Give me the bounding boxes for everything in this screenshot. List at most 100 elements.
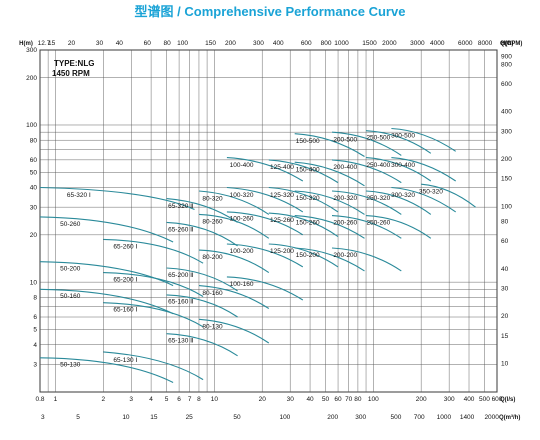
head-curve bbox=[226, 276, 304, 301]
bottom2-tick-label: 25 bbox=[186, 414, 194, 421]
head-curve bbox=[421, 183, 476, 208]
bottom-tick-label: 2 bbox=[101, 396, 105, 403]
curve-label: 65-260 Ⅱ bbox=[168, 226, 193, 233]
head-curve bbox=[331, 131, 402, 156]
curve-label: 50-130 bbox=[60, 362, 81, 369]
right-tick-label: 600 bbox=[501, 81, 512, 88]
bottom-tick-label: 40 bbox=[306, 396, 314, 403]
curve-250-500: 250-500 bbox=[365, 130, 432, 154]
curve-label: 150-400 bbox=[296, 166, 320, 173]
head-curve bbox=[331, 247, 402, 272]
left-tick-label: 8 bbox=[33, 295, 37, 302]
bottom2-tick-label: 200 bbox=[327, 414, 338, 421]
curve-200-260: 200-260 bbox=[331, 215, 402, 239]
curve-125-260: 125-260 bbox=[268, 212, 339, 238]
curve-250-320: 250-320 bbox=[365, 190, 432, 215]
bottom2-tick-label: 5 bbox=[76, 414, 80, 421]
left-tick-label: 5 bbox=[33, 327, 37, 334]
bottom-tick-label: 6 bbox=[177, 396, 181, 403]
head-curve bbox=[103, 238, 204, 264]
curve-65-200-: 65-200 Ⅰ bbox=[103, 272, 204, 297]
curve-label: 65-130 Ⅱ bbox=[168, 338, 193, 345]
curve-100-400: 100-400 bbox=[226, 157, 304, 182]
curve-label: 300-400 bbox=[391, 162, 415, 169]
head-curve bbox=[166, 333, 238, 357]
right-tick-label: 20 bbox=[501, 313, 509, 320]
curve-65-130-: 65-130 Ⅱ bbox=[166, 333, 238, 357]
head-curve bbox=[39, 216, 174, 243]
left-tick-label: 10 bbox=[30, 279, 38, 286]
left-tick-label: 80 bbox=[30, 137, 38, 144]
head-curve bbox=[268, 159, 339, 184]
right-tick-label: 30 bbox=[501, 285, 509, 292]
bottom2-axis-unit: Q(m³/h) bbox=[499, 414, 520, 421]
curve-125-200: 125-200 bbox=[268, 243, 339, 268]
top-tick-label: 60 bbox=[144, 40, 152, 47]
curve-label: 65-320 Ⅱ bbox=[168, 203, 193, 210]
curve-300-500: 300-500 bbox=[391, 127, 457, 152]
head-curve bbox=[331, 215, 402, 239]
top-tick-label: 600 bbox=[301, 40, 312, 47]
curve-label: 200-200 bbox=[333, 252, 357, 259]
curve-label: 150-200 bbox=[296, 252, 320, 259]
curve-100-160: 100-160 bbox=[226, 276, 304, 301]
bottom-tick-label: 5 bbox=[165, 396, 169, 403]
head-curve bbox=[294, 190, 365, 215]
top-tick-label: 40 bbox=[116, 40, 124, 47]
top-tick-label: 100 bbox=[177, 40, 188, 47]
bottom2-tick-label: 1400 bbox=[460, 414, 475, 421]
bottom-tick-label: 20 bbox=[259, 396, 267, 403]
curve-label: 150-260 bbox=[296, 220, 320, 227]
curve-label: 65-160 Ⅰ bbox=[113, 307, 137, 314]
head-curve bbox=[198, 190, 270, 215]
curve-label: 350-320 bbox=[419, 188, 443, 195]
right-tick-label: 150 bbox=[501, 176, 512, 183]
curve-label: 80-130 bbox=[202, 324, 223, 331]
bottom-tick-label: 100 bbox=[368, 396, 379, 403]
curve-350-320: 350-320 bbox=[419, 183, 476, 208]
bottom-tick-label: 300 bbox=[444, 396, 455, 403]
curve-50-160: 50-160 bbox=[39, 288, 174, 315]
curve-200-200: 200-200 bbox=[331, 247, 402, 272]
curve-100-200: 100-200 bbox=[226, 243, 304, 268]
bottom-tick-label: 600 bbox=[492, 396, 503, 403]
head-curve bbox=[294, 133, 365, 157]
curve-label: 250-500 bbox=[366, 135, 390, 142]
top-tick-label: 150 bbox=[205, 40, 216, 47]
curve-65-320-: 65-320 Ⅱ bbox=[166, 198, 238, 223]
head-curve bbox=[331, 190, 402, 215]
curve-65-260-: 65-260 Ⅰ bbox=[103, 238, 204, 264]
head-curve bbox=[39, 186, 195, 211]
right-tick-label: 10 bbox=[501, 360, 509, 367]
curve-50-130: 50-130 bbox=[39, 357, 174, 383]
curve-150-400: 150-400 bbox=[294, 161, 365, 187]
bottom-tick-label: 50 bbox=[322, 396, 330, 403]
curve-label: 100-320 bbox=[230, 192, 254, 199]
curve-label: 50-160 bbox=[60, 293, 81, 300]
curve-80-130: 80-130 bbox=[198, 318, 270, 344]
bottom-tick-label: 400 bbox=[464, 396, 475, 403]
left-tick-label: 50 bbox=[30, 169, 38, 176]
right-tick-label: 400 bbox=[501, 109, 512, 116]
left-tick-label: 30 bbox=[30, 204, 38, 211]
curve-label: 125-260 bbox=[270, 217, 294, 224]
head-curve bbox=[198, 249, 270, 274]
head-curve bbox=[39, 261, 174, 287]
right-tick-label: 60 bbox=[501, 238, 509, 245]
head-curve bbox=[103, 272, 204, 297]
head-curve bbox=[39, 288, 174, 315]
head-curve bbox=[268, 186, 339, 213]
head-curve bbox=[103, 302, 204, 328]
head-curve bbox=[166, 198, 238, 223]
bottom-tick-label: 10 bbox=[211, 396, 219, 403]
top-tick-label: 400 bbox=[273, 40, 284, 47]
left-tick-label: 60 bbox=[30, 157, 38, 164]
curve-label: 80-260 bbox=[202, 218, 223, 225]
curve-125-400: 125-400 bbox=[268, 159, 339, 184]
right-tick-label: 200 bbox=[501, 156, 512, 163]
top-tick-label: 2000 bbox=[382, 40, 397, 47]
head-curve bbox=[103, 351, 204, 381]
curve-150-260: 150-260 bbox=[294, 215, 365, 239]
curve-100-320: 100-320 bbox=[226, 186, 304, 213]
curve-250-400: 250-400 bbox=[365, 157, 432, 182]
